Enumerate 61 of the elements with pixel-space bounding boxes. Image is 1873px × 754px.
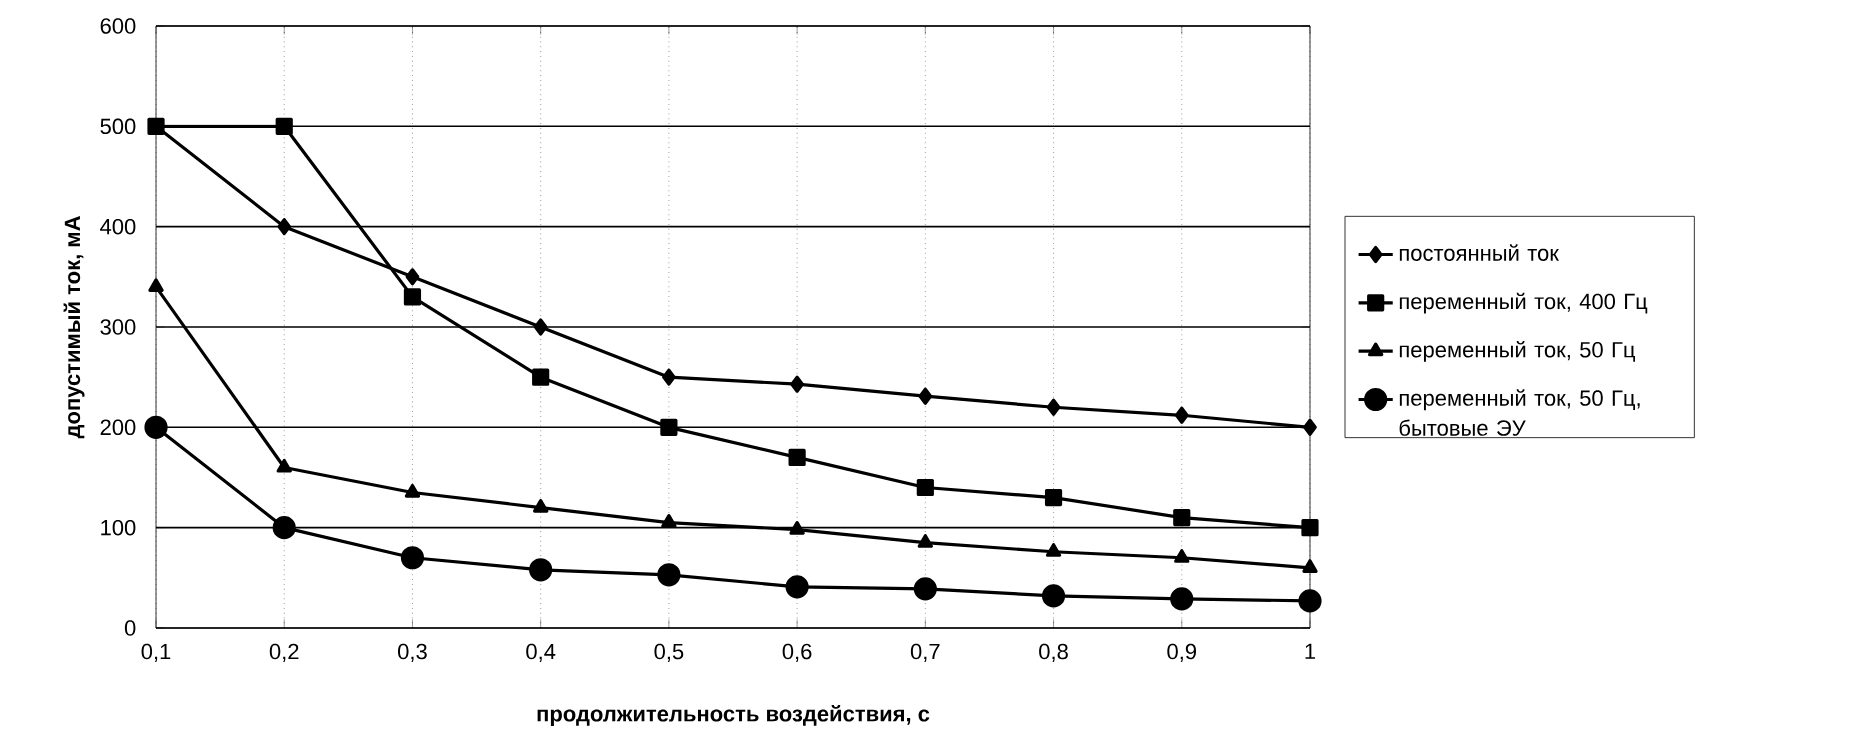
point <box>533 498 549 513</box>
point <box>661 514 677 528</box>
point <box>532 368 550 386</box>
point <box>1044 488 1063 507</box>
point <box>913 577 937 601</box>
point <box>1170 587 1194 611</box>
point <box>1298 589 1322 613</box>
point <box>533 318 548 336</box>
y-tick-label: 100 <box>101 519 136 536</box>
point <box>1041 584 1066 608</box>
point <box>1174 406 1189 424</box>
point <box>276 458 292 473</box>
x-tick-label: 1 <box>1305 643 1316 659</box>
point <box>403 288 422 306</box>
point <box>1301 519 1319 537</box>
point <box>405 268 420 286</box>
point <box>275 117 293 135</box>
y-tick-label: 500 <box>100 118 136 135</box>
point <box>790 375 804 393</box>
point <box>662 368 676 386</box>
point <box>1302 559 1318 573</box>
point <box>1303 418 1317 436</box>
point <box>660 418 678 436</box>
x-tick-label: 0,6 <box>782 643 812 662</box>
point <box>1174 549 1190 563</box>
x-tick-label: 0,7 <box>910 643 940 662</box>
legend-label: постоянный ток <box>1399 244 1560 261</box>
point <box>917 534 933 548</box>
point <box>918 387 933 405</box>
x-axis-title: продолжительность воздействия, с <box>537 704 930 726</box>
y-tick-label: 200 <box>100 419 136 436</box>
y-axis-title: допустимый ток, мА <box>63 216 85 439</box>
point <box>400 546 425 570</box>
point <box>277 218 292 236</box>
legend-label: переменный ток, 400 Гц <box>1399 292 1648 314</box>
point <box>785 575 809 599</box>
point <box>657 563 681 587</box>
point <box>404 483 421 498</box>
point <box>1173 509 1191 527</box>
y-tick-label: 600 <box>100 18 136 34</box>
legend-label: переменный ток, 50 Гц, бытовые ЭУ <box>1399 389 1640 436</box>
y-tick-label: 0 <box>124 620 136 636</box>
x-tick-label: 0,9 <box>1167 643 1197 662</box>
x-tick-label: 0,8 <box>1039 643 1068 662</box>
point <box>1046 398 1061 416</box>
point <box>916 478 934 497</box>
legend-label: переменный ток, 50 Гц <box>1399 341 1635 362</box>
point <box>272 516 296 540</box>
point <box>148 278 164 292</box>
x-tick-label: 0,4 <box>526 643 556 662</box>
point <box>789 521 805 535</box>
y-tick-label: 300 <box>100 319 136 335</box>
x-tick-label: 0,1 <box>141 643 171 662</box>
point <box>144 415 168 439</box>
x-tick-label: 0,2 <box>269 643 299 662</box>
point <box>1045 543 1062 557</box>
y-tick-label: 400 <box>100 218 136 235</box>
x-tick-label: 0,3 <box>398 643 427 662</box>
point <box>529 558 553 582</box>
x-tick-label: 0,5 <box>654 643 684 662</box>
point <box>788 448 806 467</box>
